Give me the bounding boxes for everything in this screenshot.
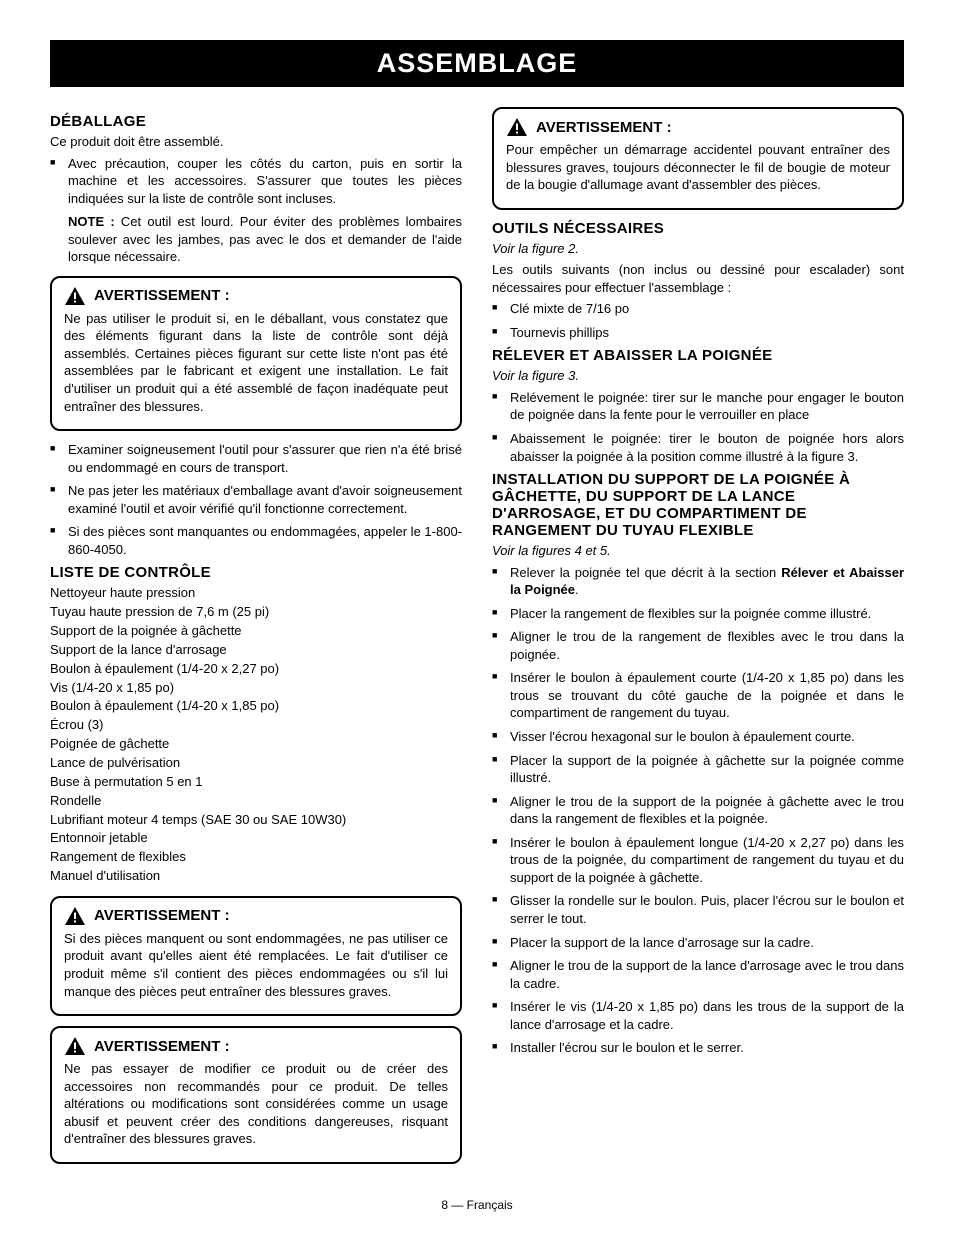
figure-ref-2: Voir la figure 2. <box>492 240 904 258</box>
checklist-item: Tuyau haute pression de 7,6 m (25 pi) <box>50 603 462 622</box>
checklist: Nettoyeur haute pression Tuyau haute pre… <box>50 584 462 886</box>
checklist-item: Rangement de flexibles <box>50 848 462 867</box>
figure-ref-45: Voir la figures 4 et 5. <box>492 542 904 560</box>
list-item: Glisser la rondelle sur le boulon. Puis,… <box>492 892 904 927</box>
note-paragraph: NOTE : Cet outil est lourd. Pour éviter … <box>50 213 462 266</box>
warning-title: AVERTISSEMENT : <box>64 286 448 306</box>
checklist-item: Boulon à épaulement (1/4-20 x 1,85 po) <box>50 697 462 716</box>
install-list: Relever la poignée tel que décrit à la s… <box>492 564 904 1057</box>
warning-body: Pour empêcher un démarrage accidentel po… <box>506 141 890 194</box>
warning-box-2: AVERTISSEMENT : Si des pièces manquent o… <box>50 896 462 1016</box>
left-column: DÉBALLAGE Ce produit doit être assemblé.… <box>50 107 462 1174</box>
list-item: Examiner soigneusement l'outil pour s'as… <box>50 441 462 476</box>
unpack-list: Avec précaution, couper les côtés du car… <box>50 155 462 208</box>
heading-checklist: LISTE DE CONTRÔLE <box>50 564 462 581</box>
note-text: Cet outil est lourd. Pour éviter des pro… <box>68 214 462 264</box>
checklist-item: Support de la poignée à gâchette <box>50 622 462 641</box>
page-footer: 8 — Français <box>50 1198 904 1212</box>
warning-title: AVERTISSEMENT : <box>506 117 890 137</box>
list-item: Placer la support de la lance d'arrosage… <box>492 934 904 952</box>
list-item: Aligner le trou de la rangement de flexi… <box>492 628 904 663</box>
checklist-item: Rondelle <box>50 792 462 811</box>
checklist-item: Lance de pulvérisation <box>50 754 462 773</box>
list-item: Installer l'écrou sur le boulon et le se… <box>492 1039 904 1057</box>
warning-box-4: AVERTISSEMENT : Pour empêcher un démarra… <box>492 107 904 210</box>
tools-list: Clé mixte de 7/16 po Tournevis phillips <box>492 300 904 341</box>
checklist-item: Manuel d'utilisation <box>50 867 462 886</box>
list-item: Clé mixte de 7/16 po <box>492 300 904 318</box>
post-unpack-list: Examiner soigneusement l'outil pour s'as… <box>50 441 462 558</box>
list-item: Relever la poignée tel que décrit à la s… <box>492 564 904 599</box>
warning-icon <box>506 117 528 137</box>
list-item: Abaissement le poignée: tirer le bouton … <box>492 430 904 465</box>
install-b1-c: . <box>575 582 579 597</box>
right-column: AVERTISSEMENT : Pour empêcher un démarra… <box>492 107 904 1174</box>
checklist-item: Buse à permutation 5 en 1 <box>50 773 462 792</box>
list-item: Placer la support de la poignée à gâchet… <box>492 752 904 787</box>
list-item: Si des pièces sont manquantes ou endomma… <box>50 523 462 558</box>
warning-body: Si des pièces manquent ou sont endommagé… <box>64 930 448 1000</box>
heading-unpacking: DÉBALLAGE <box>50 113 462 130</box>
heading-install: INSTALLATION DU SUPPORT DE LA POIGNÉE À … <box>492 471 904 539</box>
install-b1-a: Relever la poignée tel que décrit à la s… <box>510 565 781 580</box>
warning-body: Ne pas utiliser le produit si, en le déb… <box>64 310 448 415</box>
checklist-item: Vis (1/4-20 x 1,85 po) <box>50 679 462 698</box>
note-label: NOTE : <box>68 214 115 229</box>
content-columns: DÉBALLAGE Ce produit doit être assemblé.… <box>50 107 904 1174</box>
checklist-item: Entonnoir jetable <box>50 829 462 848</box>
handle-list: Relévement le poignée: tirer sur le manc… <box>492 389 904 465</box>
warning-label: AVERTISSEMENT : <box>536 119 672 136</box>
warning-icon <box>64 1036 86 1056</box>
list-item: Aligner le trou de la support de la lanc… <box>492 957 904 992</box>
heading-handle: RÉLEVER ET ABAISSER LA POIGNÉE <box>492 347 904 364</box>
checklist-item: Boulon à épaulement (1/4-20 x 2,27 po) <box>50 660 462 679</box>
checklist-item: Écrou (3) <box>50 716 462 735</box>
warning-icon <box>64 906 86 926</box>
list-item: Ne pas jeter les matériaux d'emballage a… <box>50 482 462 517</box>
checklist-item: Lubrifiant moteur 4 temps (SAE 30 ou SAE… <box>50 811 462 830</box>
warning-body: Ne pas essayer de modifier ce produit ou… <box>64 1060 448 1148</box>
warning-label: AVERTISSEMENT : <box>94 1038 230 1055</box>
heading-tools: OUTILS NÉCESSAIRES <box>492 220 904 237</box>
list-item: Insérer le vis (1/4-20 x 1,85 po) dans l… <box>492 998 904 1033</box>
warning-label: AVERTISSEMENT : <box>94 907 230 924</box>
warning-label: AVERTISSEMENT : <box>94 287 230 304</box>
list-item: Aligner le trou de la support de la poig… <box>492 793 904 828</box>
unpack-intro: Ce produit doit être assemblé. <box>50 133 462 151</box>
list-item: Avec précaution, couper les côtés du car… <box>50 155 462 208</box>
warning-title: AVERTISSEMENT : <box>64 1036 448 1056</box>
warning-title: AVERTISSEMENT : <box>64 906 448 926</box>
list-item: Insérer le boulon à épaulement longue (1… <box>492 834 904 887</box>
warning-icon <box>64 286 86 306</box>
checklist-item: Poignée de gâchette <box>50 735 462 754</box>
figure-ref-3: Voir la figure 3. <box>492 367 904 385</box>
warning-box-1: AVERTISSEMENT : Ne pas utiliser le produ… <box>50 276 462 431</box>
tools-intro: Les outils suivants (non inclus ou dessi… <box>492 261 904 296</box>
page-banner: ASSEMBLAGE <box>50 40 904 87</box>
list-item: Relévement le poignée: tirer sur le manc… <box>492 389 904 424</box>
warning-box-3: AVERTISSEMENT : Ne pas essayer de modifi… <box>50 1026 462 1164</box>
checklist-item: Nettoyeur haute pression <box>50 584 462 603</box>
list-item: Placer la rangement de flexibles sur la … <box>492 605 904 623</box>
list-item: Visser l'écrou hexagonal sur le boulon à… <box>492 728 904 746</box>
list-item: Tournevis phillips <box>492 324 904 342</box>
checklist-item: Support de la lance d'arrosage <box>50 641 462 660</box>
list-item: Insérer le boulon à épaulement courte (1… <box>492 669 904 722</box>
